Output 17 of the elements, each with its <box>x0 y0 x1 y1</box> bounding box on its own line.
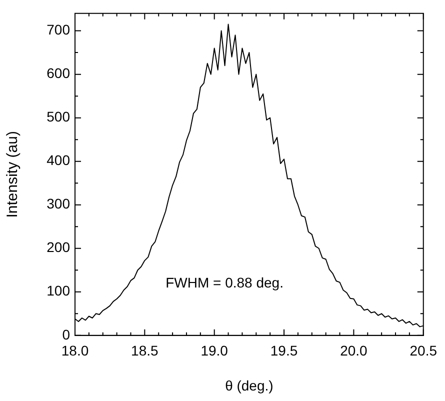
y-tick-label: 600 <box>46 65 70 82</box>
x-tick-label: 18.5 <box>131 342 159 359</box>
y-tick-label: 100 <box>46 282 70 299</box>
y-axis-title: Intensity (au) <box>4 131 22 218</box>
x-tick-label: 18.0 <box>61 342 89 359</box>
y-tick-label: 200 <box>46 239 70 256</box>
y-tick-label: 0 <box>62 326 70 342</box>
y-tick-label: 400 <box>46 152 70 168</box>
y-tick-label: 500 <box>46 108 70 125</box>
y-tick-label: 300 <box>46 196 70 212</box>
x-tick-label: 19.5 <box>270 342 298 359</box>
y-tick-label: 700 <box>46 22 70 38</box>
x-tick-label: 19.0 <box>200 342 228 359</box>
x-tick-label: 20.5 <box>410 342 438 359</box>
x-axis-title: θ (deg.) <box>225 377 274 394</box>
x-tick-label: 20.0 <box>340 342 368 359</box>
annotation: FWHM = 0.88 deg. <box>166 274 284 291</box>
